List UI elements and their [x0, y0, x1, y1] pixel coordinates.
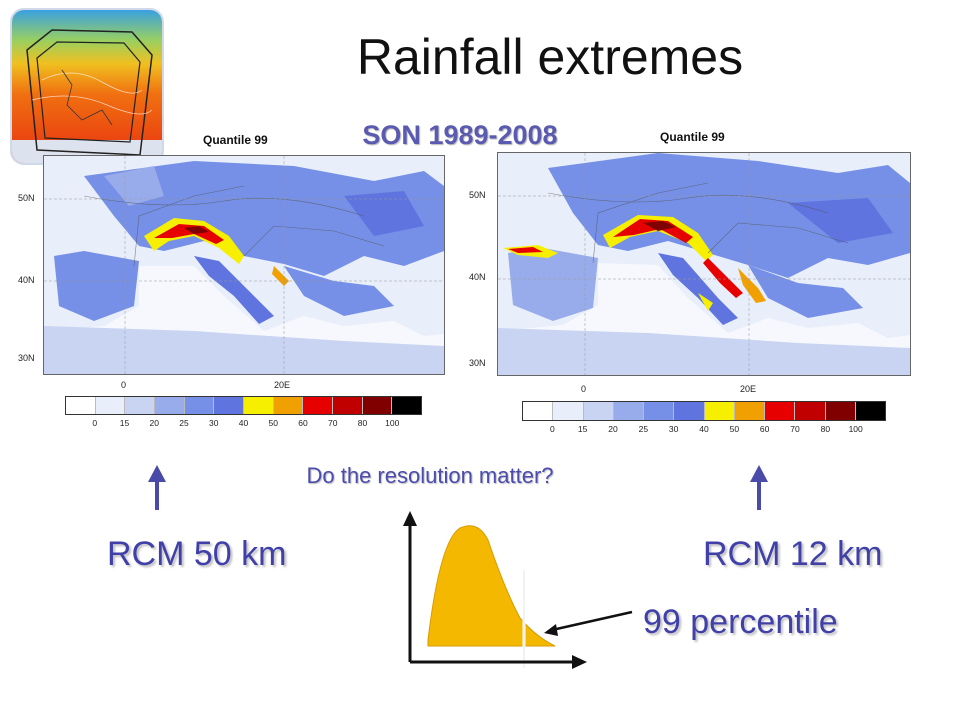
- left-lat-label-50n: 50N: [18, 193, 35, 203]
- colorbar-tick-label: 70: [790, 424, 800, 434]
- right-map-title: Quantile 99: [660, 130, 725, 144]
- colorbar-swatch: [795, 402, 826, 420]
- colorbar-swatch: [392, 397, 422, 414]
- right-lon-label-20e: 20E: [740, 384, 757, 394]
- colorbar-swatch: [583, 402, 614, 420]
- left-map-graphic: [44, 156, 444, 374]
- colorbar-swatch: [825, 402, 856, 420]
- colorbar-tick-label: 15: [119, 418, 130, 428]
- right-map-graphic: [498, 153, 910, 375]
- left-map: [43, 155, 445, 375]
- left-lon-label-20e: 20E: [274, 380, 291, 390]
- colorbar-tick-label: 20: [608, 424, 618, 434]
- colorbar-swatch: [303, 397, 334, 414]
- colorbar-swatch: [704, 402, 735, 420]
- left-up-arrow: [148, 465, 166, 510]
- colorbar-swatch: [155, 397, 185, 414]
- right-up-arrow: [750, 465, 768, 510]
- left-lat-label-30n: 30N: [18, 353, 35, 363]
- colorbar-tick-label: 30: [209, 418, 219, 428]
- colorbar-tick-label: 100: [385, 418, 400, 428]
- colorbar-tick-label: 50: [729, 424, 740, 434]
- colorbar-swatch: [523, 402, 554, 420]
- colorbar-swatch: [553, 402, 584, 420]
- colorbar-swatch: [273, 397, 304, 414]
- colorbar-swatch: [244, 397, 274, 414]
- colorbar-tick-label: 60: [759, 424, 770, 434]
- slide-title: Rainfall extremes: [356, 29, 744, 85]
- colorbar-swatch: [734, 402, 765, 420]
- right-lon-label-0: 0: [581, 384, 587, 394]
- colorbar-tick-label: 100: [848, 424, 863, 434]
- colorbar-swatch: [613, 402, 644, 420]
- right-map: [497, 152, 911, 376]
- right-lat-label-30n: 30N: [469, 358, 486, 368]
- colorbar-tick-label: 80: [820, 424, 831, 434]
- colorbar-swatch: [855, 402, 885, 420]
- left-map-title: Quantile 99: [203, 133, 268, 147]
- colorbar-tick-label: 20: [149, 418, 159, 428]
- right-lat-label-40n: 40N: [469, 272, 486, 282]
- left-model-label: RCM 50 km: [107, 535, 287, 573]
- domain-thumbnail-graphic: [12, 10, 162, 163]
- colorbar-swatch: [644, 402, 675, 420]
- colorbar-swatch: [125, 397, 156, 414]
- colorbar-swatch: [333, 397, 363, 414]
- colorbar-swatch: [214, 397, 245, 414]
- percentile-label: 99 percentile: [643, 603, 838, 641]
- colorbar-tick-label: 25: [179, 418, 189, 428]
- left-lon-label-0: 0: [121, 380, 127, 390]
- colorbar-tick-label: 25: [638, 424, 649, 434]
- colorbar-tick-label: 0: [92, 418, 98, 428]
- right-colorbar: [522, 401, 886, 421]
- left-colorbar-ticks: 0 15 20 25 30 40 50 60 70 80 100: [65, 418, 420, 430]
- colorbar-tick-label: 15: [577, 424, 588, 434]
- colorbar-tick-label: 40: [699, 424, 709, 434]
- colorbar-tick-label: 0: [549, 424, 555, 434]
- right-lat-label-50n: 50N: [469, 190, 486, 200]
- colorbar-swatch: [674, 402, 705, 420]
- colorbar-tick-label: 30: [668, 424, 679, 434]
- left-lat-label-40n: 40N: [18, 275, 35, 285]
- distribution-axes: [403, 511, 587, 669]
- colorbar-tick-label: 60: [298, 418, 308, 428]
- colorbar-swatch: [362, 397, 393, 414]
- colorbar-tick-label: 50: [268, 418, 278, 428]
- colorbar-swatch: [765, 402, 796, 420]
- colorbar-swatch: [184, 397, 215, 414]
- season-label: SON 1989-2008: [362, 120, 558, 150]
- domain-thumbnail: [10, 8, 164, 165]
- distribution-curve: [427, 525, 556, 647]
- colorbar-tick-label: 40: [238, 418, 249, 428]
- colorbar-swatch: [95, 397, 126, 414]
- right-model-label: RCM 12 km: [703, 535, 883, 573]
- percentile-pointer-arrow: [544, 610, 633, 636]
- colorbar-tick-label: 70: [328, 418, 338, 428]
- left-colorbar: [65, 396, 422, 415]
- right-colorbar-ticks: 0 15 20 25 30 40 50 60 70 80 100: [522, 424, 884, 436]
- resolution-question: Do the resolution matter?: [306, 463, 554, 488]
- colorbar-swatch: [66, 397, 96, 414]
- colorbar-tick-label: 80: [357, 418, 368, 428]
